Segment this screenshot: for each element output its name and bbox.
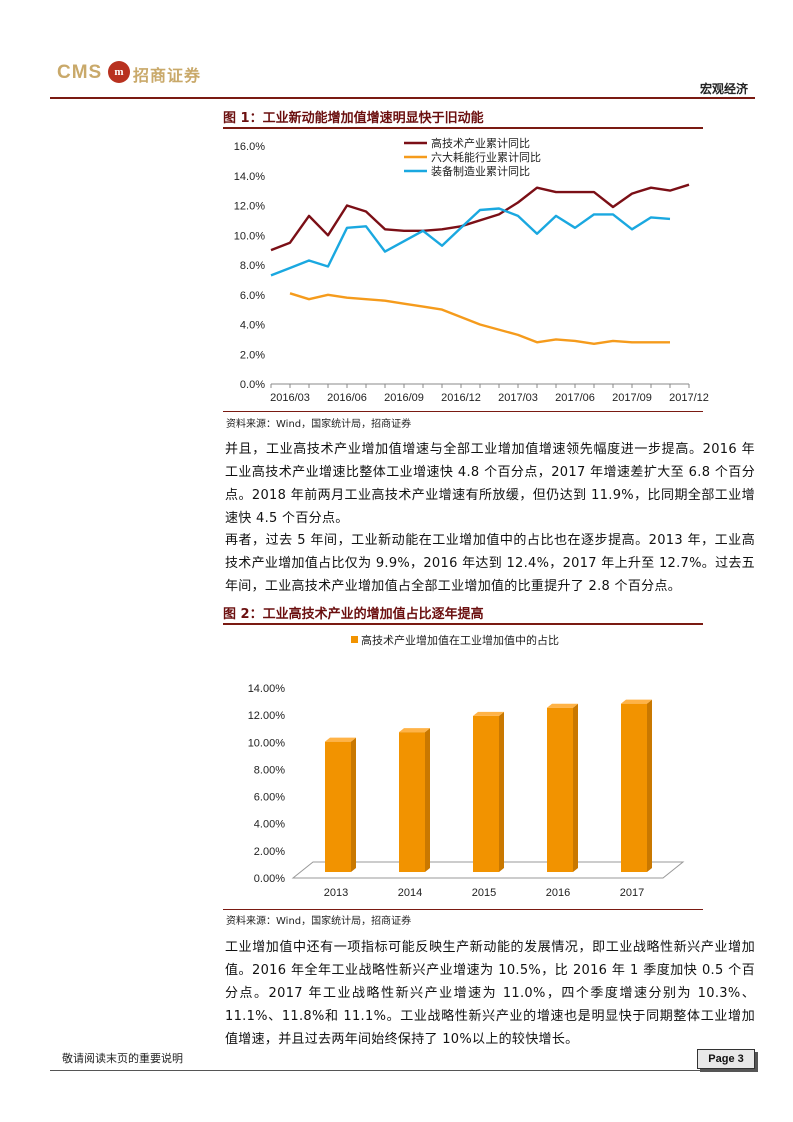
logo-text: CMS [57,62,103,83]
y-tick-label: 14.0% [234,171,265,183]
series-line [270,183,690,252]
y-tick-label: 2.0% [240,349,265,361]
x-tick-label: 2017 [620,887,644,899]
series-line [270,207,671,277]
y-tick-label: 2.00% [254,846,285,858]
y-tick-label: 10.00% [248,737,286,749]
x-tick-label: 2017/06 [555,392,595,404]
figure2-source: 资料来源：Wind，国家统计局，招商证券 [226,916,412,927]
figure1-title-divider [223,127,703,129]
x-tick-label: 2014 [398,887,422,899]
y-tick-label: 6.0% [240,290,265,302]
bar-top [399,728,430,733]
x-tick-label: 2016/03 [270,392,310,404]
y-tick-label: 8.00% [254,764,285,776]
x-tick-label: 2017/09 [612,392,652,404]
figure2-title: 图 2：工业高技术产业的增加值占比逐年提高 [223,607,484,622]
bar-side [499,711,504,872]
legend-label: 高技术产业累计同比 [431,136,530,150]
x-tick-label: 2016 [546,887,570,899]
bar [473,715,499,872]
logo-chinese-name: 招商证券 [133,66,202,85]
y-tick-label: 8.0% [240,260,265,272]
y-tick-label: 10.0% [234,230,265,242]
bar [547,707,573,872]
bar [399,732,425,872]
paragraph-3: 工业增加值中还有一项指标可能反映生产新动能的发展情况，即工业战略性新兴产业增加值… [225,940,755,1047]
y-tick-label: 0.0% [240,379,265,391]
header-divider [50,97,755,99]
line-chart: 0.0% 2.0% 4.0% 6.0% 8.0% 10.0% 12.0% 14.0% 16.0%… [234,136,709,404]
bar-top [547,703,578,708]
y-tick-label: 16.0% [234,141,265,153]
section-label: 宏观经济 [699,82,748,96]
x-tick-label: 2016/06 [327,392,367,404]
bar-side [573,703,578,872]
x-tick-label: 2015 [472,887,496,899]
legend-label: 装备制造业累计同比 [431,164,530,178]
logo-mark-icon: m [108,61,130,83]
figure1-source: 资料来源：Wind，国家统计局，招商证券 [226,419,412,430]
figure1-bottom-divider [223,411,703,412]
bar-side [647,699,652,872]
bar [325,741,351,872]
y-tick-label: 14.00% [248,683,286,695]
x-tick-label: 2016/12 [441,392,481,404]
bar [621,703,647,872]
footer-divider [50,1070,755,1071]
series-line [289,292,670,345]
paragraph-1: 并且，工业高技术产业增加值增速与全部工业增加值增速领先幅度进一步提高。2016 … [225,442,755,526]
y-tick-label: 4.0% [240,320,265,332]
bar-side [425,728,430,872]
paragraph-2: 再者，过去 5 年间，工业新动能在工业增加值中的占比也在逐步提高。2013 年，… [225,533,755,594]
y-tick-label: 4.00% [254,819,285,831]
bar-top [621,699,652,704]
figure2-bottom-divider [223,909,703,910]
y-tick-label: 6.00% [254,792,285,804]
legend-label: 高技术产业增加值在工业增加值中的占比 [361,633,559,647]
x-tick-label: 2017/12 [669,392,709,404]
page-number: Page 3 [697,1049,755,1069]
bar-chart: 0.00% 2.00% 4.00% 6.00% 8.00% 10.00% 12.00% 14.… [248,633,685,899]
y-tick-label: 0.00% [254,873,285,885]
bar-top [473,711,504,716]
bar-top [325,737,356,742]
x-tick-label: 2017/03 [498,392,538,404]
x-tick-label: 2013 [324,887,348,899]
y-tick-label: 12.0% [234,201,265,213]
bar-side [351,737,356,872]
legend-label: 六大耗能行业累计同比 [431,150,541,164]
x-tick-label: 2016/09 [384,392,424,404]
figure1-title: 图 1：工业新动能增加值增速明显快于旧动能 [223,111,484,126]
company-logo: CMS m 招商证券 [57,60,217,90]
figure2-title-divider [223,623,703,625]
footer-note: 敬请阅读末页的重要说明 [62,1052,183,1065]
legend-swatch [351,636,358,643]
y-tick-label: 12.00% [248,710,286,722]
